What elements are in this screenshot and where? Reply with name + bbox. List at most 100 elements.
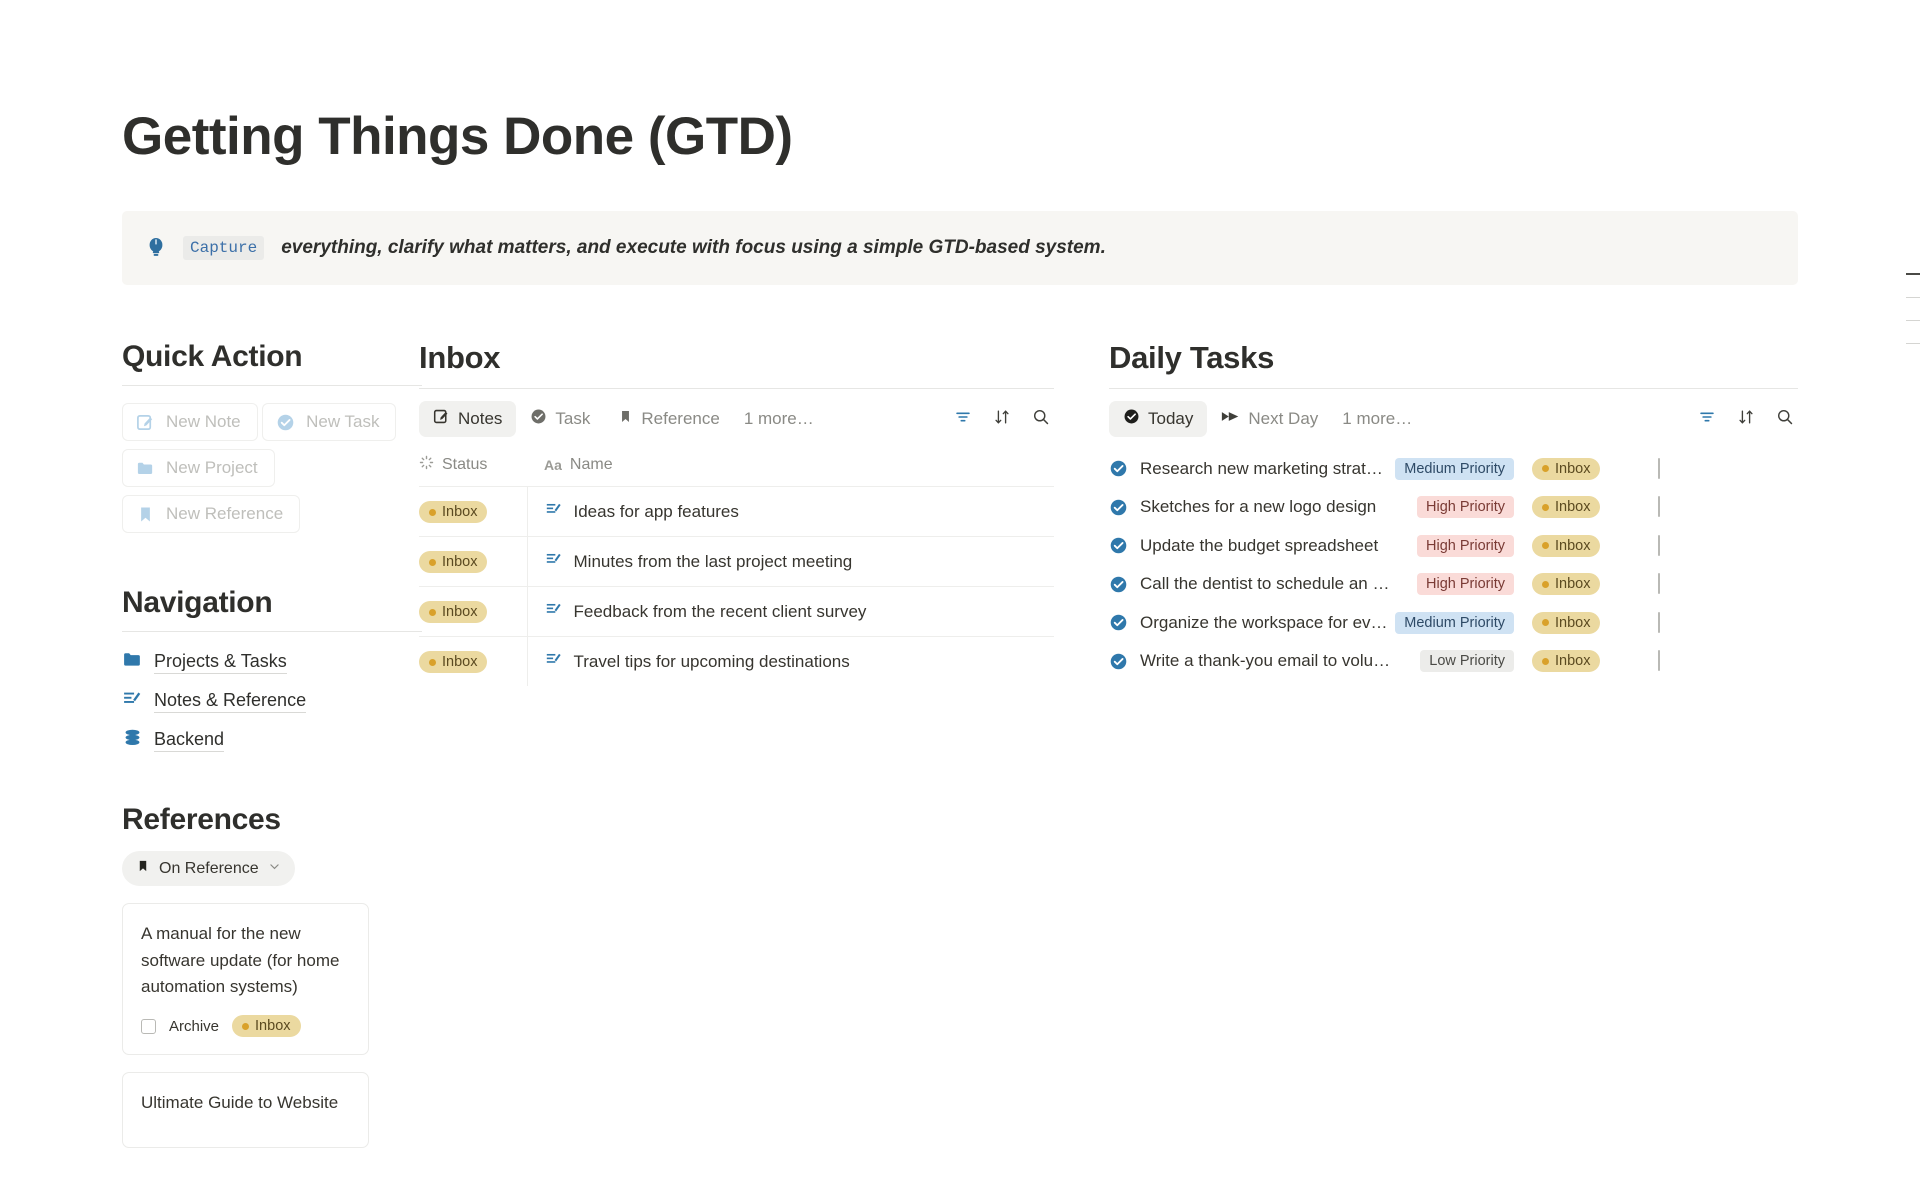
list-item[interactable]: Research new marketing strat… Medium Pri… [1109, 449, 1798, 488]
tab-more[interactable]: 1 more… [743, 409, 814, 429]
status-badge: Inbox [419, 601, 488, 624]
text-icon: Aa [544, 457, 562, 474]
task-checkbox[interactable] [1658, 534, 1660, 556]
sort-icon[interactable] [1737, 408, 1755, 431]
task-checkbox[interactable] [1658, 650, 1660, 672]
references-heading: References [122, 803, 281, 837]
filter-icon[interactable] [954, 408, 972, 431]
status-badge: Inbox [1532, 611, 1601, 634]
status-dot [1542, 619, 1549, 627]
table-row[interactable]: Inbox Feedback from the recent client su… [419, 586, 1054, 637]
priority-badge: High Priority [1417, 573, 1514, 596]
task-checkbox[interactable] [1658, 573, 1660, 595]
inbox-table-body: Inbox Ideas for app features [419, 486, 1054, 687]
priority-badge: Medium Priority [1395, 611, 1514, 634]
page-title: Getting Things Done (GTD) [122, 107, 793, 166]
list-item[interactable]: Update the budget spreadsheet High Prior… [1109, 526, 1798, 565]
navigation-section: Navigation Projects & Tasks Notes & Refe… [122, 586, 422, 753]
status-dot [1542, 503, 1549, 511]
column-header-name[interactable]: Aa Name [527, 446, 1054, 487]
status-dot [1542, 580, 1549, 588]
task-done-icon[interactable] [1109, 498, 1128, 517]
new-task-button[interactable]: New Task [262, 403, 397, 442]
status-dot [429, 558, 436, 566]
status-label: Inbox [442, 554, 478, 571]
task-done-icon[interactable] [1109, 613, 1128, 632]
nav-item-notes-reference[interactable]: Notes & Reference [122, 688, 422, 714]
new-reference-button[interactable]: New Reference [122, 495, 301, 534]
tab-today[interactable]: Today [1109, 401, 1208, 438]
task-done-icon[interactable] [1109, 652, 1128, 671]
reference-card[interactable]: Ultimate Guide to Website [122, 1072, 369, 1148]
status-dot [429, 658, 436, 666]
note-edit-icon [545, 650, 563, 673]
quick-action-heading: Quick Action [122, 340, 303, 374]
task-checkbox[interactable] [1658, 611, 1660, 633]
task-done-icon[interactable] [1109, 536, 1128, 555]
status-label: Inbox [1555, 653, 1591, 670]
tab-task[interactable]: Task [516, 401, 604, 437]
reference-card-title: A manual for the new software update (fo… [141, 924, 340, 996]
task-checkbox[interactable] [1658, 457, 1660, 479]
status-badge: Inbox [419, 501, 488, 524]
chevron-down-icon [268, 860, 281, 878]
status-label: Inbox [1555, 460, 1591, 477]
list-item[interactable]: Sketches for a new logo design High Prio… [1109, 488, 1798, 527]
nav-item-backend[interactable]: Backend [122, 727, 422, 753]
status-dot [429, 608, 436, 616]
list-item[interactable]: Write a thank-you email to volunte… Low … [1109, 642, 1798, 681]
tab-next-day[interactable]: Next Day [1207, 401, 1332, 437]
tab-more[interactable]: 1 more… [1342, 409, 1413, 429]
on-reference-filter[interactable]: On Reference [122, 851, 295, 887]
bookmark-icon [136, 505, 155, 524]
status-label: Inbox [1555, 499, 1591, 516]
task-done-icon[interactable] [1109, 575, 1128, 594]
folder-icon [136, 459, 155, 478]
status-label: Inbox [1555, 576, 1591, 593]
status-dot [429, 508, 436, 516]
inbox-tabbar: Notes Task Reference 1 more… [419, 401, 1054, 438]
search-icon[interactable] [1776, 408, 1794, 431]
note-edit-icon [545, 500, 563, 523]
list-item[interactable]: Call the dentist to schedule an ap… High… [1109, 565, 1798, 604]
nav-item-projects-tasks[interactable]: Projects & Tasks [122, 649, 422, 675]
daily-tasks-panel: Daily Tasks Today Next Day 1 more… [1054, 340, 1798, 1147]
divider [122, 385, 422, 387]
table-row[interactable]: Inbox Travel tips for upcoming destinati… [419, 636, 1054, 687]
new-note-button[interactable]: New Note [122, 403, 258, 442]
status-badge: Inbox [1532, 496, 1601, 519]
tab-notes[interactable]: Notes [419, 401, 517, 438]
status-label: Inbox [442, 604, 478, 621]
scroll-indicator[interactable] [1906, 273, 1920, 366]
capture-callout: Capture everything, clarify what matters… [122, 211, 1798, 286]
archive-checkbox[interactable] [141, 1018, 156, 1034]
table-row[interactable]: Inbox Minutes from the last project meet… [419, 536, 1054, 587]
new-project-button[interactable]: New Project [122, 449, 275, 488]
note-edit-icon [545, 600, 563, 623]
task-done-icon[interactable] [1109, 459, 1128, 478]
tab-reference[interactable]: Reference [604, 401, 733, 437]
task-checkbox[interactable] [1658, 496, 1660, 518]
reference-card[interactable]: A manual for the new software update (fo… [122, 903, 369, 1056]
filter-icon[interactable] [1698, 408, 1716, 431]
sort-icon[interactable] [993, 408, 1011, 431]
new-note-label: New Note [166, 412, 241, 432]
column-header-status[interactable]: Status [419, 446, 527, 487]
status-badge: Inbox [1532, 573, 1601, 596]
daily-tasks-heading: Daily Tasks [1109, 340, 1275, 376]
status-badge: Inbox [232, 1015, 301, 1038]
status-label: Inbox [442, 654, 478, 671]
status-badge: Inbox [1532, 457, 1601, 480]
priority-badge: Medium Priority [1395, 457, 1514, 480]
list-item[interactable]: Organize the workspace for ev… Medium Pr… [1109, 603, 1798, 642]
status-badge: Inbox [1532, 650, 1601, 673]
divider [122, 631, 422, 633]
divider [419, 388, 1054, 390]
new-reference-label: New Reference [166, 504, 284, 524]
table-row[interactable]: Inbox Ideas for app features [419, 486, 1054, 537]
note-edit-icon [545, 550, 563, 573]
search-icon[interactable] [1032, 408, 1050, 431]
priority-badge: High Priority [1417, 496, 1514, 519]
inbox-panel: Inbox Notes Task [419, 340, 1054, 1147]
nav-label: Backend [154, 729, 225, 752]
